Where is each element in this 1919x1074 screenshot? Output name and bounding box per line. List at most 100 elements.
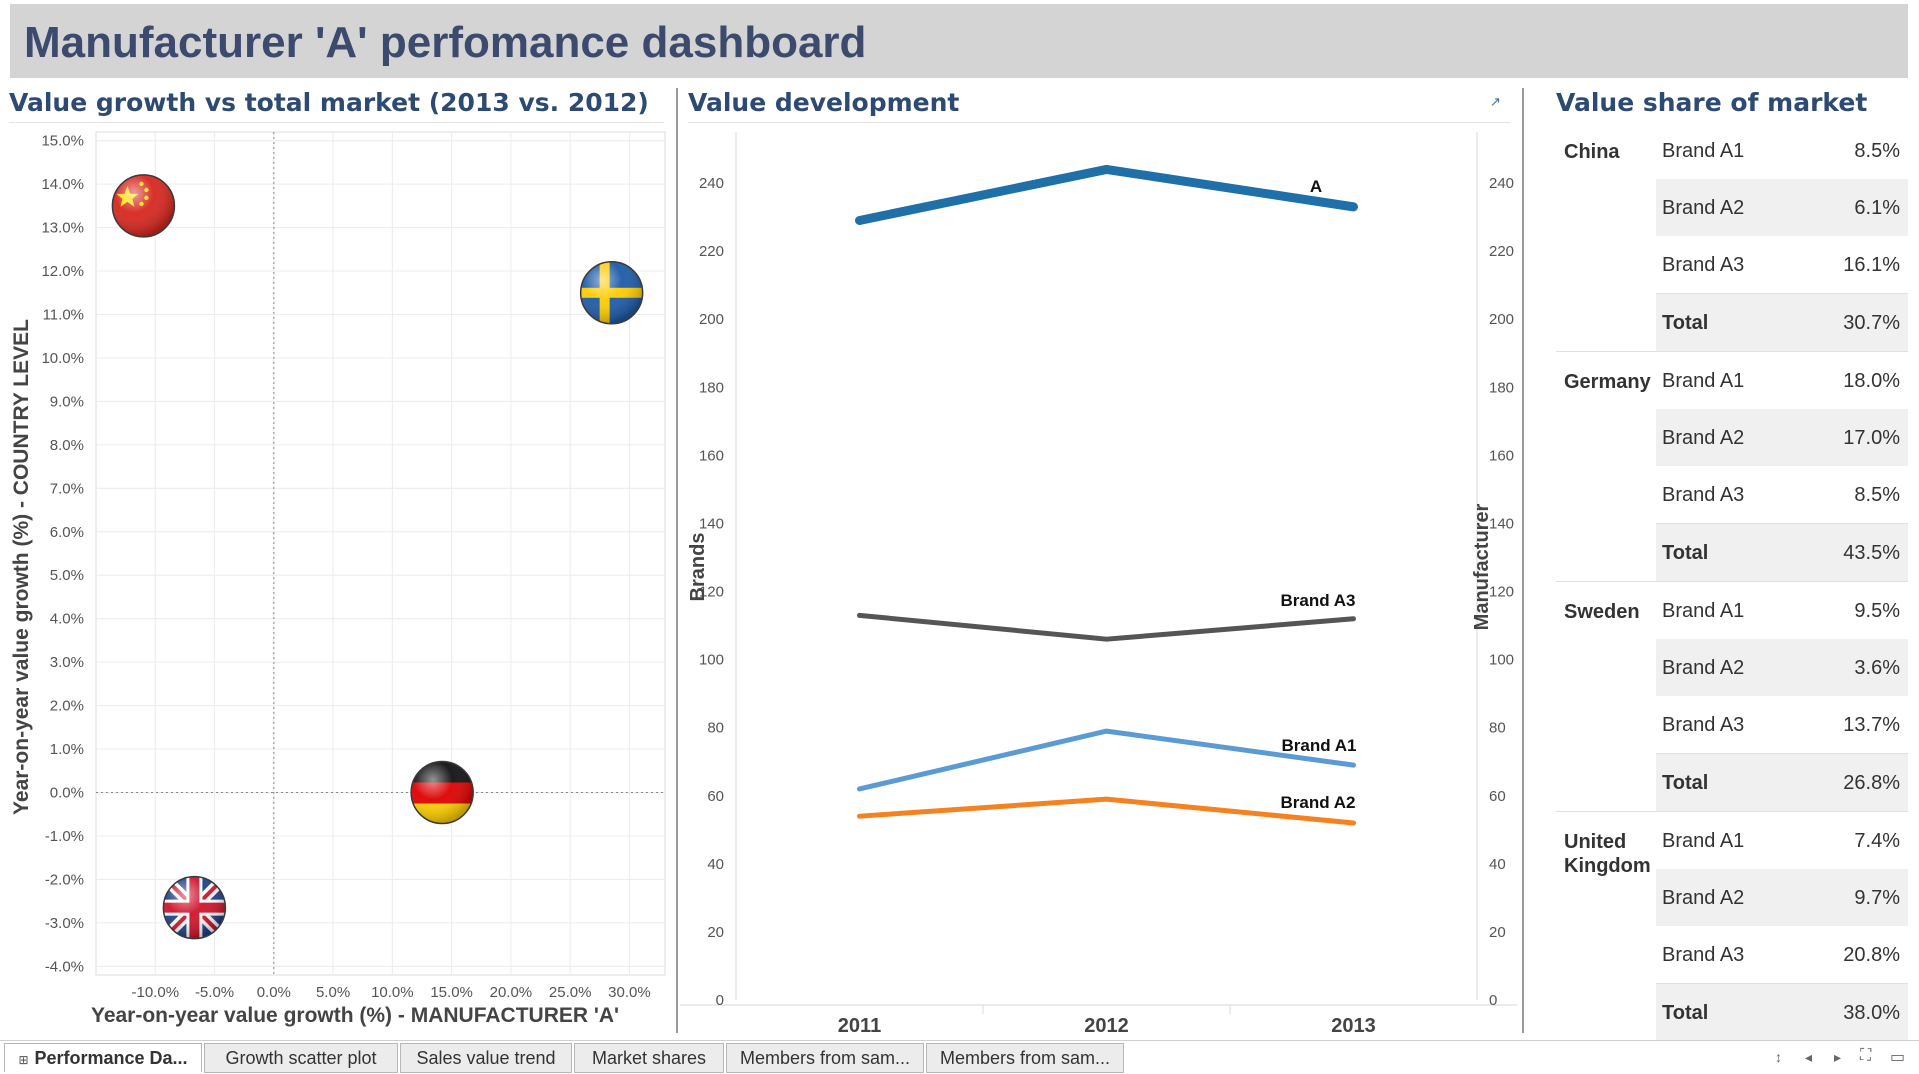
y-tick-label: 0.0%: [50, 784, 84, 801]
brand-name: Brand A2: [1662, 427, 1745, 449]
table-row: Brand A3 16.1%: [1656, 236, 1908, 293]
panel-divider: [1522, 88, 1524, 1033]
right-y-tick-label: 120: [1489, 584, 1514, 601]
right-y-tick-label: 80: [1489, 720, 1506, 737]
share-value: 7.4%: [1854, 830, 1900, 852]
x-tick-label: -10.0%: [132, 984, 180, 1001]
scatter-panel-title: Value growth vs total market (2013 vs. 2…: [9, 88, 649, 117]
brand-name: Brand A3: [1662, 944, 1745, 966]
x-tick-label: 5.0%: [316, 984, 350, 1001]
line-left-axis-label: Brands: [687, 533, 709, 602]
tab-label: Market shares: [591, 1048, 707, 1068]
right-y-tick-label: 220: [1489, 243, 1514, 260]
value-development-chart: 0 0 20 20 40 40 60 60 80 80 100 100 120 120 140 140 160 1…: [680, 132, 1517, 1032]
x-tick-label: 2012: [1084, 1015, 1129, 1032]
external-link-icon[interactable]: ↗: [1490, 94, 1501, 109]
total-label: Total: [1662, 542, 1709, 564]
tab-grid-icon: ⊞: [18, 1053, 29, 1067]
left-y-tick-label: 40: [707, 856, 724, 873]
y-tick-label: 8.0%: [50, 437, 84, 454]
left-y-tick-label: 20: [707, 924, 724, 941]
brand-name: Brand A2: [1662, 197, 1745, 219]
brand-name: Brand A1: [1662, 370, 1745, 392]
table-row: Brand A1 9.5%: [1656, 582, 1908, 639]
y-tick-label: -3.0%: [45, 915, 84, 932]
scroll-up-down-icon[interactable]: ↕: [1775, 1049, 1782, 1065]
uk-flag-icon[interactable]: [162, 875, 227, 940]
country-name: China: [1564, 141, 1620, 163]
x-tick-label: 0.0%: [257, 984, 291, 1001]
left-y-tick-label: 80: [707, 720, 724, 737]
total-value: 30.7%: [1843, 312, 1900, 334]
right-y-tick-label: 60: [1489, 788, 1506, 805]
tab-growth-scatter-plot[interactable]: Growth scatter plot: [204, 1043, 398, 1073]
germany-flag-icon[interactable]: [410, 760, 474, 825]
tab-market-shares[interactable]: Market shares: [574, 1043, 724, 1073]
right-y-tick-label: 140: [1489, 515, 1514, 532]
series-line-brand-a1: [857, 728, 1356, 792]
brand-name: Brand A2: [1662, 657, 1745, 679]
x-tick-label: -5.0%: [195, 984, 234, 1001]
series-label-brand-a2: Brand A2: [1281, 793, 1356, 812]
tab-sales-value-trend[interactable]: Sales value trend: [400, 1043, 572, 1073]
present-icon[interactable]: ▭: [1890, 1049, 1906, 1066]
x-tick-label: 20.0%: [490, 984, 533, 1001]
x-tick-label: 25.0%: [549, 984, 592, 1001]
series-label-a: A: [1310, 177, 1322, 196]
country-name: United Kingdom: [1564, 831, 1651, 877]
share-value: 17.0%: [1843, 427, 1900, 449]
share-value: 9.5%: [1854, 600, 1900, 622]
fullscreen-icon[interactable]: ⛶: [1860, 1047, 1872, 1064]
left-y-tick-label: 160: [699, 447, 724, 464]
y-tick-label: 2.0%: [50, 698, 84, 715]
y-tick-label: 9.0%: [50, 393, 84, 410]
right-y-tick-label: 200: [1489, 311, 1514, 328]
dashboard-title: Manufacturer 'A' perfomance dashboard: [24, 18, 867, 67]
y-tick-label: -1.0%: [45, 828, 84, 845]
y-tick-label: 11.0%: [43, 307, 84, 324]
total-row: Total 38.0%: [1656, 983, 1908, 1041]
table-row: Brand A2 17.0%: [1656, 409, 1908, 466]
brand-name: Brand A3: [1662, 484, 1745, 506]
share-value: 8.5%: [1854, 140, 1900, 162]
scatter-y-axis-label: Year-on-year value growth (%) - COUNTRY …: [10, 319, 33, 815]
title-underline: [688, 122, 1510, 123]
series-line-brand-a3: [857, 612, 1356, 642]
table-row: Brand A2 9.7%: [1656, 869, 1908, 926]
right-y-tick-label: 20: [1489, 924, 1506, 941]
previous-icon[interactable]: ◂: [1805, 1049, 1813, 1065]
left-y-tick-label: 180: [699, 379, 724, 396]
right-y-tick-label: 180: [1489, 379, 1514, 396]
china-flag-icon[interactable]: [111, 174, 176, 238]
tab-members-1[interactable]: Members from sam...: [726, 1043, 924, 1073]
y-tick-label: 13.0%: [41, 220, 84, 237]
country-block-united-kingdom: United Kingdom Brand A1 7.4% Brand A2 9.7%…: [1556, 812, 1908, 1042]
total-label: Total: [1662, 772, 1709, 794]
x-tick-label: 2013: [1331, 1015, 1376, 1032]
brand-name: Brand A2: [1662, 887, 1745, 909]
sweden-flag-icon[interactable]: [579, 261, 644, 325]
y-tick-label: 15.0%: [41, 133, 84, 150]
x-tick-label: 10.0%: [371, 984, 414, 1001]
share-value: 18.0%: [1843, 370, 1900, 392]
share-value: 16.1%: [1843, 254, 1900, 276]
tab-performance-dashboard[interactable]: ⊞ Performance Da...: [4, 1043, 202, 1072]
scatter-plot-area: [95, 131, 666, 976]
y-tick-label: 7.0%: [50, 480, 84, 497]
table-row: Brand A1 18.0%: [1656, 352, 1908, 409]
country-block-china: China Brand A1 8.5% Brand A2 6.1% Brand A3…: [1556, 122, 1908, 352]
share-value: 13.7%: [1843, 714, 1900, 736]
total-value: 38.0%: [1843, 1002, 1900, 1024]
tab-label: Members from sam...: [739, 1048, 911, 1068]
tab-members-2[interactable]: Members from sam...: [926, 1043, 1124, 1073]
next-icon[interactable]: ▸: [1834, 1049, 1842, 1065]
right-y-tick-label: 100: [1489, 652, 1514, 669]
y-tick-label: -4.0%: [45, 958, 84, 975]
share-value: 9.7%: [1854, 887, 1900, 909]
series-label-brand-a3: Brand A3: [1281, 591, 1356, 610]
share-panel-title: Value share of market: [1556, 88, 1868, 117]
left-y-tick-label: 240: [699, 175, 724, 192]
tab-label: Members from sam...: [939, 1048, 1111, 1068]
y-tick-label: 6.0%: [50, 524, 84, 541]
line-right-axis-label: Manufacturer: [1471, 503, 1493, 630]
